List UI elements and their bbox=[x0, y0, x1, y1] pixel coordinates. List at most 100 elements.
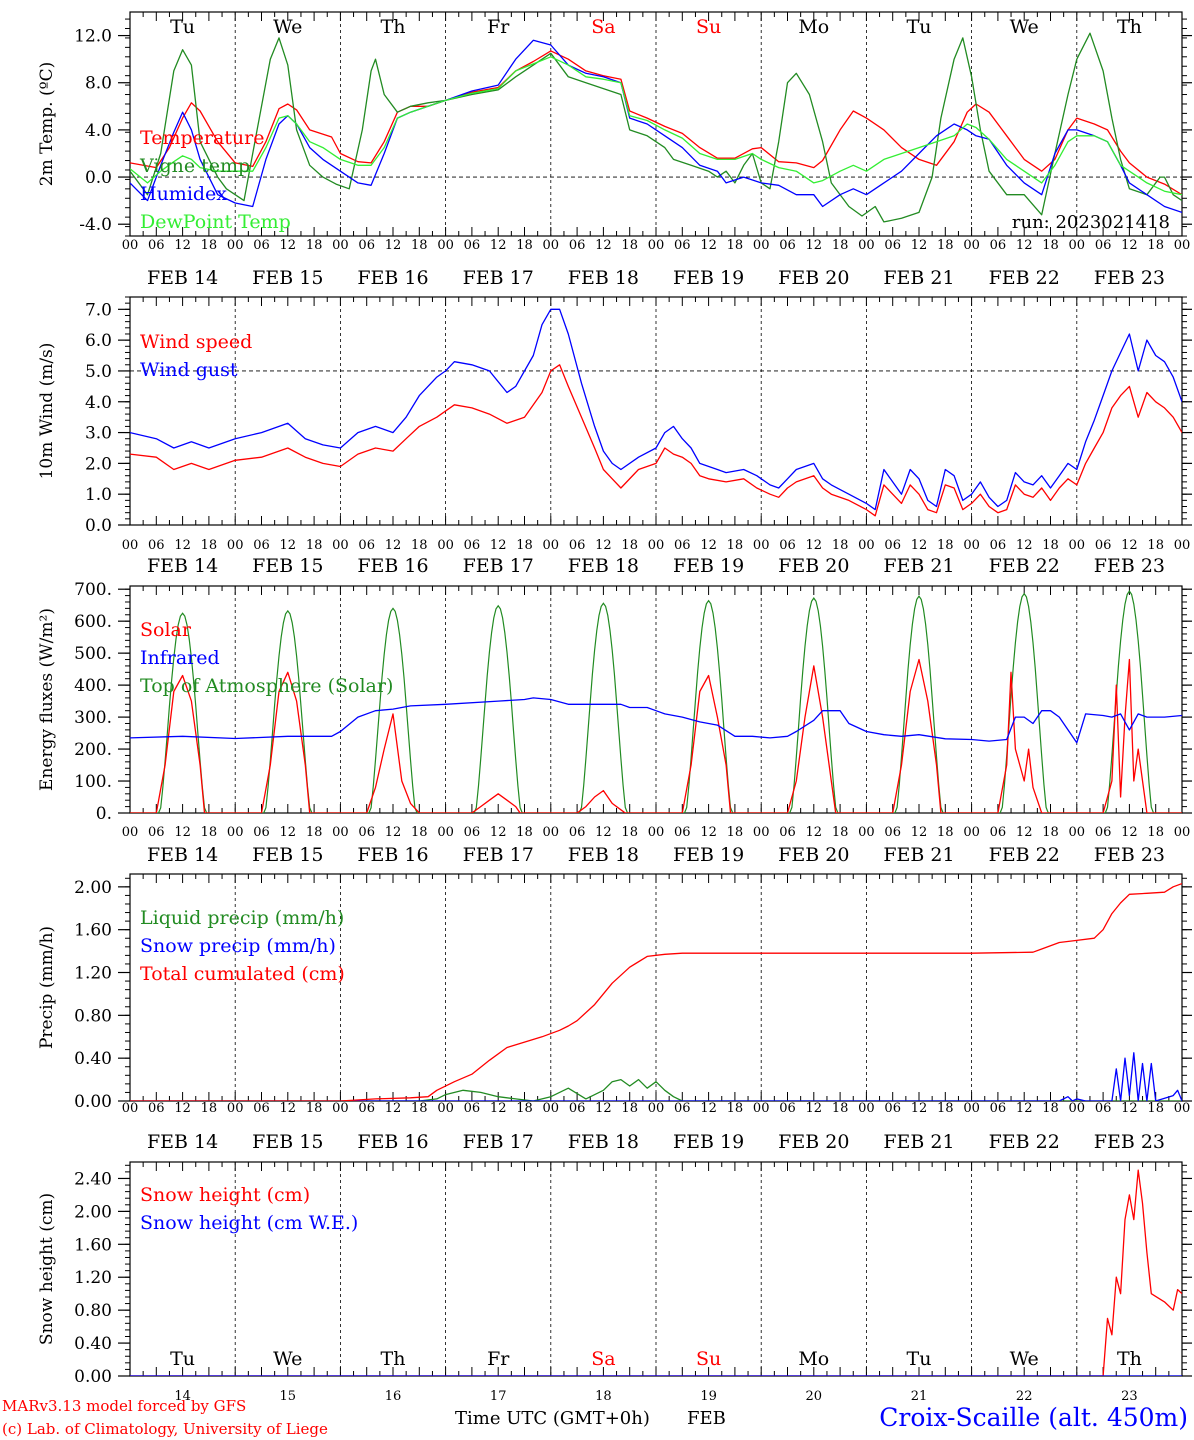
legend-entry: Liquid precip (mm/h) bbox=[140, 907, 344, 929]
hour-tick-label: 06 bbox=[779, 825, 796, 840]
hour-tick-label: 18 bbox=[727, 825, 744, 840]
hour-tick-label: 00 bbox=[753, 825, 770, 840]
hour-tick-label: 18 bbox=[937, 538, 954, 553]
hour-tick-label: 18 bbox=[1042, 538, 1059, 553]
hour-tick-label: 18 bbox=[201, 538, 218, 553]
y-tick-label: 2.00 bbox=[74, 878, 112, 898]
run-annotation: run: 2023021418 bbox=[1012, 212, 1170, 233]
series-line-1 bbox=[130, 364, 1182, 517]
hour-tick-label: 06 bbox=[779, 238, 796, 253]
y-tick-label: 0.00 bbox=[74, 1367, 112, 1387]
weekday-label: Th bbox=[1117, 1348, 1142, 1370]
hour-tick-label: 06 bbox=[990, 1101, 1007, 1116]
hour-tick-label: 18 bbox=[1042, 825, 1059, 840]
hour-tick-label: 12 bbox=[595, 538, 612, 553]
hour-tick-label: 00 bbox=[963, 538, 980, 553]
hour-tick-label: 06 bbox=[990, 238, 1007, 253]
panel-1: -4.0 0.0 4.0 8.0 12.0 2m Temp. (ºC) 00 06 12 18 00… bbox=[37, 11, 1192, 289]
hour-tick-label: 00 bbox=[437, 238, 454, 253]
hour-tick-label: 06 bbox=[884, 1101, 901, 1116]
hour-tick-label: 18 bbox=[1147, 538, 1164, 553]
day-number-label: 22 bbox=[1016, 1389, 1033, 1404]
hour-tick-label: 12 bbox=[700, 238, 717, 253]
date-label: FEB 17 bbox=[463, 555, 534, 577]
hour-tick-label: 12 bbox=[385, 238, 402, 253]
hour-tick-label: 12 bbox=[700, 1101, 717, 1116]
date-label: FEB 19 bbox=[673, 267, 744, 289]
day-number-label: 19 bbox=[700, 1389, 717, 1404]
hour-tick-label: 00 bbox=[227, 238, 244, 253]
hour-tick-label: 18 bbox=[937, 825, 954, 840]
date-label: FEB 18 bbox=[568, 555, 639, 577]
hour-tick-label: 00 bbox=[437, 1101, 454, 1116]
date-label: FEB 17 bbox=[463, 844, 534, 866]
hour-tick-label: 18 bbox=[516, 238, 533, 253]
hour-tick-label: 00 bbox=[1069, 1101, 1086, 1116]
y-tick-label: 5.0 bbox=[85, 362, 112, 382]
day-number-label: 23 bbox=[1121, 1389, 1138, 1404]
panels: -4.0 0.0 4.0 8.0 12.0 2m Temp. (ºC) 00 06 12 18 00… bbox=[37, 11, 1192, 1404]
hour-tick-label: 12 bbox=[806, 1101, 823, 1116]
hour-tick-label: 00 bbox=[227, 538, 244, 553]
panel-4: 0.00 0.40 0.80 1.20 1.60 2.00 Precip (mm/h) 00 0… bbox=[37, 873, 1192, 1153]
hour-tick-label: 18 bbox=[1147, 238, 1164, 253]
y-tick-label: 400. bbox=[74, 676, 112, 696]
day-number-label: 16 bbox=[385, 1389, 402, 1404]
hour-tick-label: 06 bbox=[358, 538, 375, 553]
hour-tick-label: 06 bbox=[464, 1101, 481, 1116]
series-group bbox=[130, 590, 1182, 813]
y-tick-label: 12.0 bbox=[74, 27, 112, 47]
hour-tick-label: 06 bbox=[464, 538, 481, 553]
weekday-label: Tu bbox=[907, 1348, 932, 1370]
hour-tick-label: 06 bbox=[1095, 825, 1112, 840]
y-tick-label: 2.40 bbox=[74, 1169, 112, 1189]
hour-tick-label: 06 bbox=[779, 1101, 796, 1116]
hour-tick-label: 18 bbox=[201, 825, 218, 840]
weekday-label: Th bbox=[1117, 16, 1142, 38]
hour-tick-label: 18 bbox=[306, 538, 323, 553]
weekday-label: Tu bbox=[170, 1348, 195, 1370]
hour-tick-label: 12 bbox=[1121, 238, 1138, 253]
hour-tick-label: 06 bbox=[990, 538, 1007, 553]
legend-entry: Temperature bbox=[140, 127, 264, 149]
hour-tick-label: 00 bbox=[648, 825, 665, 840]
hour-tick-label: 00 bbox=[858, 538, 875, 553]
hour-tick-label: 06 bbox=[569, 238, 586, 253]
hour-tick-label: 18 bbox=[516, 538, 533, 553]
date-label: FEB 14 bbox=[147, 844, 218, 866]
y-tick-label: 300. bbox=[74, 708, 112, 728]
y-axis-label: Energy fluxes (W/m²) bbox=[37, 608, 57, 791]
y-tick-label: 500. bbox=[74, 644, 112, 664]
weekday-label: Tu bbox=[170, 16, 195, 38]
hour-tick-label: 12 bbox=[1016, 1101, 1033, 1116]
hour-tick-label: 18 bbox=[201, 238, 218, 253]
hour-tick-label: 12 bbox=[490, 1101, 507, 1116]
hour-tick-label: 00 bbox=[1069, 238, 1086, 253]
hour-tick-label: 00 bbox=[1174, 238, 1191, 253]
hour-tick-label: 18 bbox=[411, 538, 428, 553]
hour-tick-label: 06 bbox=[674, 538, 691, 553]
legend-entry: Wind speed bbox=[140, 331, 252, 353]
date-label: FEB 21 bbox=[883, 555, 954, 577]
legend-entry: Total cumulated (cm) bbox=[140, 963, 345, 985]
time-axis-label: Time UTC (GMT+0h) bbox=[455, 1408, 650, 1429]
hour-tick-label: 00 bbox=[1069, 825, 1086, 840]
hour-tick-label: 12 bbox=[280, 538, 297, 553]
hour-tick-label: 12 bbox=[595, 1101, 612, 1116]
hour-tick-label: 06 bbox=[569, 1101, 586, 1116]
hour-tick-label: 06 bbox=[253, 1101, 270, 1116]
legend-entry: DewPoint Temp bbox=[140, 211, 291, 233]
hour-tick-label: 00 bbox=[227, 825, 244, 840]
y-tick-label: 2.0 bbox=[85, 454, 112, 474]
hour-tick-label: 00 bbox=[543, 825, 560, 840]
hour-tick-label: 12 bbox=[700, 825, 717, 840]
y-tick-label: 1.60 bbox=[74, 921, 112, 941]
legend-entry: Vigne temp bbox=[139, 155, 250, 177]
y-tick-label: 4.0 bbox=[85, 121, 112, 141]
series-group bbox=[130, 1169, 1182, 1376]
weekday-label: Su bbox=[696, 16, 721, 38]
hour-tick-label: 18 bbox=[411, 238, 428, 253]
weekday-label: Sa bbox=[591, 16, 615, 38]
hour-tick-label: 06 bbox=[253, 238, 270, 253]
y-tick-label: 6.0 bbox=[85, 331, 112, 351]
